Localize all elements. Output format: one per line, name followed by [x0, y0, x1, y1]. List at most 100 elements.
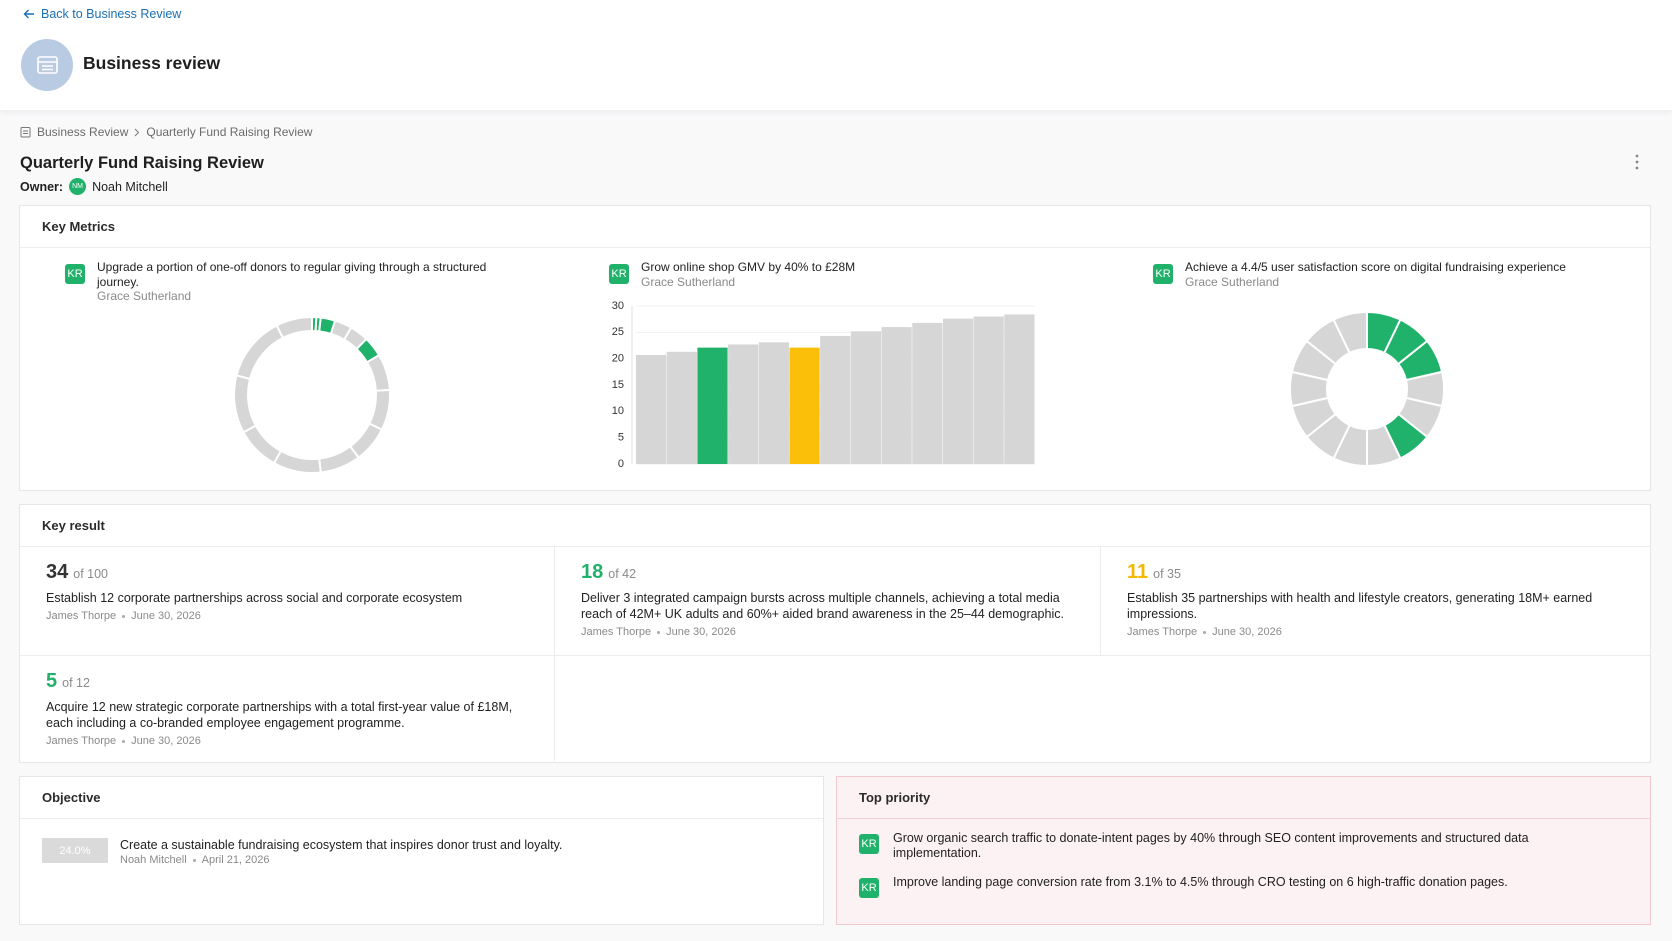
back-arrow: [23, 9, 34, 19]
y-tick-label: 30: [612, 300, 624, 312]
current-value: 34: [46, 561, 69, 583]
donut-segment: [365, 353, 391, 392]
separator-dot: [192, 858, 196, 862]
metric-title: Grow online shop GMV by 40% to £28M: [641, 260, 856, 274]
total-value: of 100: [73, 567, 109, 581]
key-result-description: Establish 35 partnerships with health an…: [1127, 591, 1593, 621]
kr-badge: KR: [859, 878, 879, 898]
y-tick-label: 10: [612, 405, 624, 417]
donut-segment: [233, 374, 258, 434]
card-title: Top priority: [837, 777, 1650, 819]
priority-row: KR Grow organic search traffic to donate-…: [837, 831, 1650, 861]
key-result-description: Deliver 3 integrated campaign bursts acr…: [581, 591, 1064, 621]
due-date: June 30, 2026: [131, 735, 201, 747]
key-result: 18 of 42 Deliver 3 integrated campaign bur…: [555, 547, 1101, 656]
metric-owner: Grace Sutherland: [97, 289, 192, 303]
separator-dot: [122, 739, 126, 743]
current-value: 18: [581, 561, 604, 583]
metric-owner: Grace Sutherland: [641, 274, 736, 289]
kr-badge: KR: [609, 264, 629, 284]
key-result-progress: 18 of 42: [581, 561, 1074, 585]
date: April 21, 2026: [201, 854, 270, 866]
y-tick-label: 20: [612, 353, 624, 365]
donut-segment: [1332, 310, 1368, 355]
due-date: June 30, 2026: [1212, 626, 1282, 638]
breadcrumb-icon: [20, 127, 31, 138]
priority-row: KR Improve landing page conversion rate f…: [837, 875, 1650, 898]
donut-segment: [272, 449, 322, 474]
objective-card: Objective 24.0% Create a sustainable fund…: [19, 776, 824, 925]
metric-title: Achieve a 4.4/5 user satisfaction score …: [1185, 260, 1566, 274]
total-value: of 42: [608, 567, 637, 581]
key-result-meta: James Thorpe June 30, 2026: [581, 626, 1074, 638]
review-title: Quarterly Fund Raising Review: [20, 154, 264, 172]
key-metrics-card: Key Metrics KR Upgrade a portion of one-o…: [19, 205, 1651, 491]
key-result-meta: James Thorpe June 30, 2026: [46, 610, 528, 622]
owner-name: James Thorpe: [46, 735, 117, 747]
top-priority-card: Top priority KR Grow organic search traff…: [836, 776, 1651, 925]
bar: [1004, 314, 1035, 464]
donut-segment: [367, 388, 391, 432]
metric-text: Achieve a 4.4/5 user satisfaction score …: [1185, 260, 1605, 289]
donut-segment: [275, 315, 313, 340]
bar: [758, 342, 789, 464]
kr-badge: KR: [1153, 264, 1173, 284]
separator-dot: [122, 614, 126, 618]
priority-description: Improve landing page conversion rate fro…: [893, 875, 1508, 889]
key-result-progress: 11 of 35: [1127, 561, 1624, 585]
objective-description: Create a sustainable fundraising ecosyst…: [120, 838, 563, 852]
due-date: June 30, 2026: [131, 610, 201, 622]
key-result-progress: 34 of 100: [46, 561, 528, 585]
owner-name: James Thorpe: [1127, 626, 1198, 638]
key-result-description: Establish 12 corporate partnerships acro…: [46, 591, 463, 605]
bar: [789, 347, 820, 464]
y-tick-label: 5: [618, 432, 624, 444]
card-title: Key result: [20, 505, 1650, 547]
total-value: of 35: [1153, 567, 1181, 581]
key-result-description: Acquire 12 new strategic corporate partn…: [46, 700, 513, 730]
top-bar: Back to Business Review Business review: [0, 0, 1672, 110]
donut-segment: [318, 444, 360, 474]
objective-meta: Noah Mitchell April 21, 2026: [120, 854, 562, 866]
owner-label: Owner:: [20, 179, 64, 194]
bar: [973, 316, 1004, 464]
bar: [636, 354, 667, 464]
breadcrumb-separator: [135, 128, 140, 136]
kr-badge: KR: [859, 834, 879, 854]
key-result: 11 of 35 Establish 35 partnerships with he…: [1101, 547, 1650, 656]
priority-description: Grow organic search traffic to donate-in…: [893, 831, 1529, 860]
back-link-text: Back to Business Review: [41, 7, 182, 21]
progress-pill: 24.0%: [42, 838, 108, 863]
y-tick-label: 15: [612, 379, 624, 391]
owner-name: James Thorpe: [46, 610, 117, 622]
breadcrumb-item[interactable]: Business Review: [37, 125, 129, 139]
page-icon: [21, 39, 73, 91]
key-result: 34 of 100 Establish 12 corporate partnersh…: [20, 547, 555, 656]
metric-text: Grow online shop GMV by 40% to £28M Grace…: [641, 260, 1061, 289]
y-tick-label: 0: [618, 458, 624, 470]
bar: [728, 344, 759, 464]
bar: [942, 318, 974, 464]
key-result-grid: 34 of 100 Establish 12 corporate partnersh…: [20, 547, 1650, 761]
kr-badge: KR: [65, 264, 85, 284]
breadcrumb: Business Review Quarterly Fund Raising R…: [20, 125, 312, 139]
owner-row: Owner: NM Noah Mitchell: [20, 178, 168, 195]
metric-text: Upgrade a portion of one-off donors to r…: [97, 260, 517, 304]
bar: [820, 336, 851, 464]
back-link[interactable]: Back to Business Review: [23, 7, 181, 21]
page-icon-glyph: [37, 56, 58, 74]
metric-column: KR Upgrade a portion of one-off donors to…: [20, 248, 564, 490]
due-date: June 30, 2026: [666, 626, 736, 638]
more-menu[interactable]: [1630, 152, 1644, 172]
page-title: Business review: [83, 53, 221, 73]
donut-segment: [242, 424, 283, 465]
owner-name: Noah Mitchell: [92, 179, 168, 194]
objective-row: 24.0% Create a sustainable fundraising ec…: [20, 819, 823, 885]
bar: [912, 322, 943, 464]
separator-dot: [1203, 630, 1207, 634]
owner-name: James Thorpe: [581, 626, 652, 638]
card-title: Key Metrics: [20, 206, 1650, 248]
metric-chart: [233, 315, 391, 474]
